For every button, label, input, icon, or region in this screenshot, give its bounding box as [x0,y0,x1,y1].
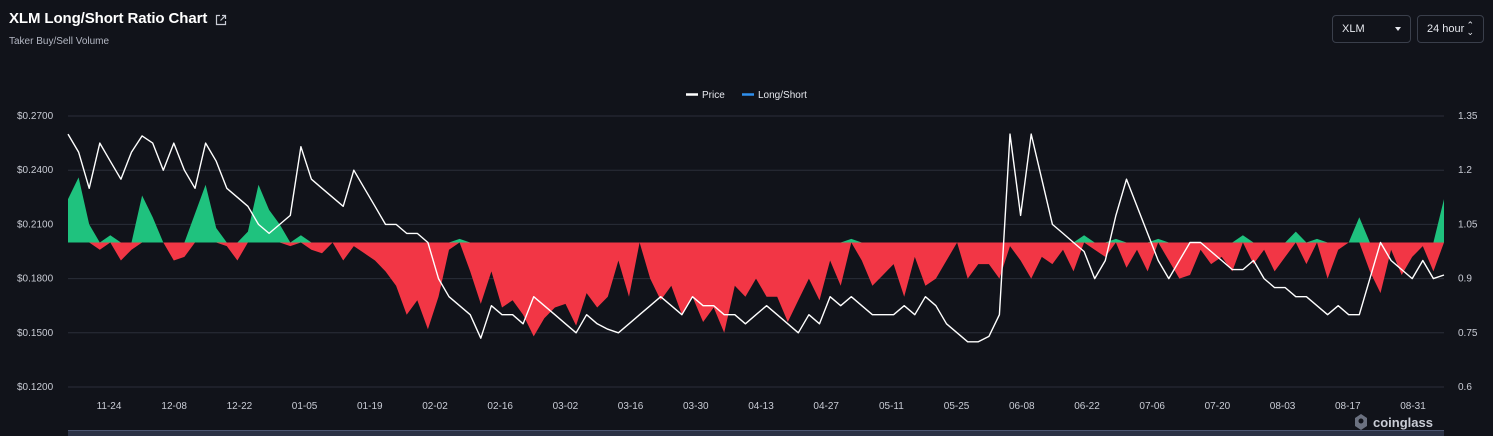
x-tick-label: 11-24 [97,401,122,412]
y-tick-label-right: 1.35 [1458,111,1478,122]
coin-select[interactable]: XLM [1332,15,1411,43]
chart-subtitle: Taker Buy/Sell Volume [9,36,110,47]
watermark: coinglass [1353,413,1433,431]
legend-long-short-label: Long/Short [758,90,807,101]
x-tick-label: 04-27 [813,401,839,412]
title-row: XLM Long/Short Ratio Chart [9,10,227,27]
x-tick-label: 03-16 [618,401,644,412]
y-tick-label-right: 1.05 [1458,219,1478,230]
y-tick-label-right: 0.75 [1458,328,1478,339]
x-tick-label: 03-30 [683,401,709,412]
x-tick-label: 12-22 [227,401,253,412]
y-tick-label-left: $0.2400 [17,165,54,176]
coinglass-logo-icon [1355,414,1367,430]
x-tick-label: 05-11 [879,401,904,412]
y-tick-label-left: $0.1200 [17,382,54,393]
x-tick-label: 03-02 [553,401,579,412]
long-short-area-below [68,242,1444,337]
x-tick-label: 12-08 [161,401,187,412]
x-tick-label: 06-22 [1074,401,1100,412]
x-tick-label: 06-08 [1009,401,1035,412]
x-tick-label: 01-19 [357,401,383,412]
chart-scrollbar[interactable] [68,430,1444,436]
x-tick-label: 02-02 [422,401,448,412]
coin-select-value: XLM [1342,23,1365,35]
chevron-down-icon [1395,27,1401,31]
y-tick-label-right: 1.2 [1458,165,1472,176]
x-tick-label: 08-31 [1400,401,1426,412]
page-title: XLM Long/Short Ratio Chart [9,10,208,27]
y-tick-label-left: $0.1500 [17,328,54,339]
x-tick-label: 05-25 [944,401,970,412]
x-tick-label: 07-06 [1139,401,1165,412]
long-short-area-above [68,177,1444,243]
y-tick-label-right: 0.9 [1458,274,1472,285]
price-series-line [67,133,1445,343]
y-tick-label-left: $0.1800 [17,274,54,285]
x-tick-label: 08-17 [1335,401,1361,412]
y-tick-label-left: $0.2100 [17,219,54,230]
x-tick-label: 08-03 [1270,401,1296,412]
y-tick-label-left: $0.2700 [17,111,54,122]
chart-controls: XLM 24 hour ⌃ ⌄ [1332,15,1484,43]
x-tick-label: 02-16 [487,401,513,412]
watermark-text: coinglass [1373,414,1433,430]
x-tick-label: 01-05 [292,401,318,412]
sort-arrows-icon: ⌃ ⌄ [1466,20,1474,37]
y-tick-label-right: 0.6 [1458,382,1472,393]
x-tick-label: 07-20 [1205,401,1231,412]
x-tick-label: 04-13 [748,401,774,412]
period-select-value: 24 hour [1427,23,1465,35]
external-link-icon[interactable] [215,13,227,25]
legend-price-label: Price [702,90,725,101]
period-select[interactable]: 24 hour ⌃ ⌄ [1417,15,1484,43]
